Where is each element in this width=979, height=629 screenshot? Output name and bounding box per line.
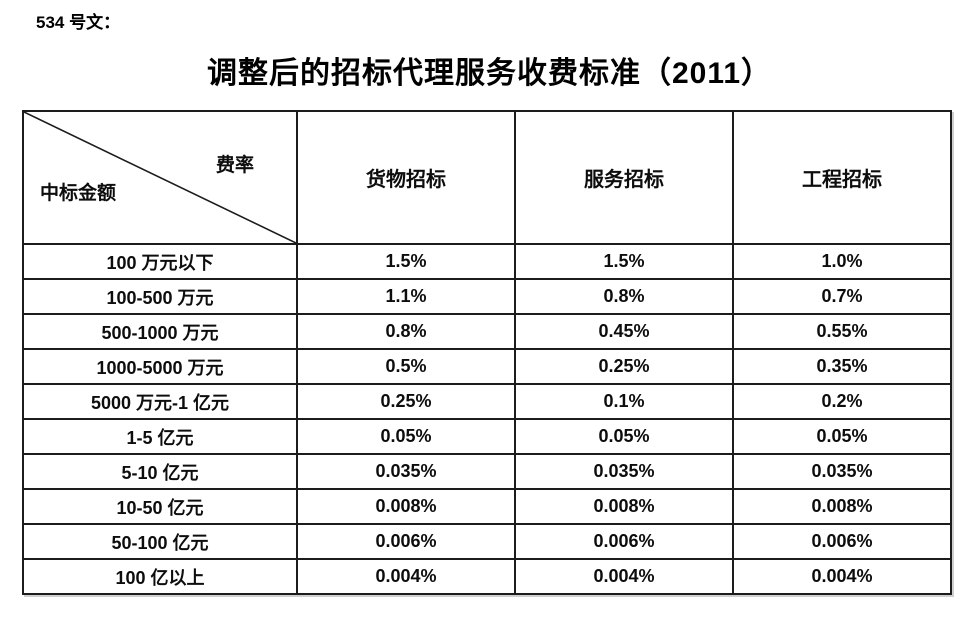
rate-cell: 0.2% bbox=[732, 383, 952, 420]
rate-cell: 0.25% bbox=[514, 348, 734, 385]
rate-cell: 0.45% bbox=[514, 313, 734, 350]
rate-cell: 0.006% bbox=[296, 523, 516, 560]
row-label-cell: 5000 万元-1 亿元 bbox=[22, 383, 298, 420]
table-row: 5000 万元-1 亿元 0.25% 0.1% 0.2% bbox=[22, 383, 952, 420]
rate-cell: 0.035% bbox=[296, 453, 516, 490]
fee-rate-table: 费率 中标金额 货物招标 服务招标 工程招标 100 万元以下 1.5% 1.5… bbox=[22, 110, 952, 595]
row-label-cell: 10-50 亿元 bbox=[22, 488, 298, 525]
rate-cell: 1.5% bbox=[296, 243, 516, 280]
rate-cell: 0.008% bbox=[296, 488, 516, 525]
rate-cell: 0.05% bbox=[514, 418, 734, 455]
table-row: 500-1000 万元 0.8% 0.45% 0.55% bbox=[22, 313, 952, 350]
header-cell-services: 服务招标 bbox=[514, 110, 734, 245]
row-label-cell: 500-1000 万元 bbox=[22, 313, 298, 350]
table-row: 50-100 亿元 0.006% 0.006% 0.006% bbox=[22, 523, 952, 560]
rate-cell: 0.8% bbox=[296, 313, 516, 350]
rate-cell: 0.035% bbox=[732, 453, 952, 490]
rate-cell: 0.25% bbox=[296, 383, 516, 420]
table-row: 100 万元以下 1.5% 1.5% 1.0% bbox=[22, 243, 952, 280]
rate-cell: 0.004% bbox=[296, 558, 516, 595]
rate-cell: 0.05% bbox=[296, 418, 516, 455]
table-row: 1000-5000 万元 0.5% 0.25% 0.35% bbox=[22, 348, 952, 385]
rate-cell: 0.35% bbox=[732, 348, 952, 385]
header-cell-works: 工程招标 bbox=[732, 110, 952, 245]
rate-cell: 0.008% bbox=[732, 488, 952, 525]
rate-cell: 0.006% bbox=[514, 523, 734, 560]
rate-cell: 0.004% bbox=[514, 558, 734, 595]
row-label-cell: 100 万元以下 bbox=[22, 243, 298, 280]
rate-cell: 0.1% bbox=[514, 383, 734, 420]
rate-cell: 1.1% bbox=[296, 278, 516, 315]
rate-cell: 0.7% bbox=[732, 278, 952, 315]
corner-cell: 费率 中标金额 bbox=[22, 110, 298, 245]
row-label-cell: 50-100 亿元 bbox=[22, 523, 298, 560]
rate-cell: 0.05% bbox=[732, 418, 952, 455]
doc-ref: 534 号文： bbox=[36, 13, 121, 32]
row-label-cell: 5-10 亿元 bbox=[22, 453, 298, 490]
table-row: 100 亿以上 0.004% 0.004% 0.004% bbox=[22, 558, 952, 595]
rate-cell: 0.008% bbox=[514, 488, 734, 525]
row-label-cell: 100-500 万元 bbox=[22, 278, 298, 315]
table-row: 5-10 亿元 0.035% 0.035% 0.035% bbox=[22, 453, 952, 490]
rate-cell: 0.035% bbox=[514, 453, 734, 490]
rate-cell: 0.5% bbox=[296, 348, 516, 385]
table-row: 10-50 亿元 0.008% 0.008% 0.008% bbox=[22, 488, 952, 525]
table-row: 100-500 万元 1.1% 0.8% 0.7% bbox=[22, 278, 952, 315]
header-cell-goods: 货物招标 bbox=[296, 110, 516, 245]
row-label-cell: 1000-5000 万元 bbox=[22, 348, 298, 385]
page-title: 调整后的招标代理服务收费标准（2011） bbox=[206, 57, 773, 90]
rate-cell: 0.55% bbox=[732, 313, 952, 350]
rate-cell: 0.004% bbox=[732, 558, 952, 595]
row-label-cell: 100 亿以上 bbox=[22, 558, 298, 595]
rate-cell: 0.8% bbox=[514, 278, 734, 315]
header-row: 费率 中标金额 货物招标 服务招标 工程招标 bbox=[22, 110, 952, 245]
rate-cell: 1.0% bbox=[732, 243, 952, 280]
table-row: 1-5 亿元 0.05% 0.05% 0.05% bbox=[22, 418, 952, 455]
corner-label-bid-amount: 中标金额 bbox=[40, 183, 117, 204]
corner-label-fee-rate: 费率 bbox=[215, 155, 254, 176]
diagonal-divider bbox=[24, 112, 296, 243]
rate-cell: 1.5% bbox=[514, 243, 734, 280]
rate-cell: 0.006% bbox=[732, 523, 952, 560]
row-label-cell: 1-5 亿元 bbox=[22, 418, 298, 455]
